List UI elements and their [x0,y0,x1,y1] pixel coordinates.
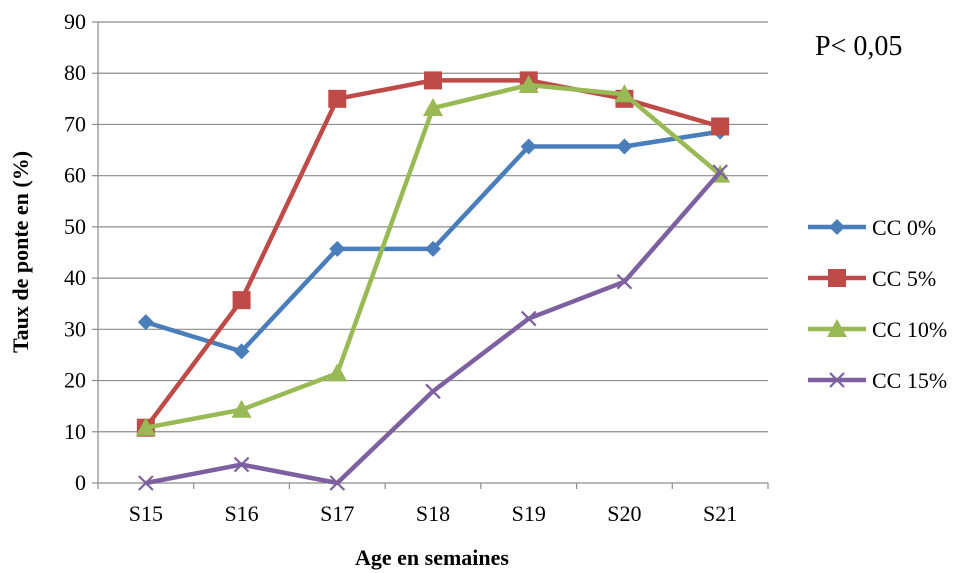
y-tick-label: 70 [64,111,86,136]
legend-item-cc-5pct: CC 5% [808,266,936,291]
x-tick-label: S15 [129,501,163,526]
axes [97,22,768,484]
data-point-cc-0pct [233,343,250,360]
legend-label: CC 0% [872,215,936,240]
y-tick-label: 50 [64,214,86,239]
legend-marker [827,319,847,337]
series-cc-15pct [138,164,728,491]
series-line-cc-15pct [145,170,722,486]
data-point-cc-15pct [712,164,728,180]
legend-item-cc-0pct: CC 0% [808,215,936,240]
significance-annotation: P< 0,05 [815,31,902,62]
data-point-cc-15pct [616,273,633,290]
data-point-cc-0pct [329,240,346,257]
legend-label: CC 15% [872,368,947,393]
x-tick-label: S17 [320,501,354,526]
data-point-cc-15pct [329,475,346,491]
data-point-cc-15pct [233,456,250,473]
x-tick-label: S16 [224,501,258,526]
x-tick-label: S18 [416,501,450,526]
legend-item-cc-10pct: CC 10% [808,317,947,342]
data-point-cc-10pct [423,98,443,117]
x-axis-ticks: S15 S16 S17 S18 S19 S20 S21 [97,483,769,526]
data-point-cc-10pct [614,84,635,103]
series-group [135,71,731,491]
y-tick-label: 0 [75,470,86,495]
legend-marker [828,269,846,287]
x-tick-label: S20 [607,501,641,526]
y-tick-label: 60 [64,163,86,188]
y-tick-label: 90 [64,9,86,34]
y-tick-label: 10 [64,419,86,444]
legend-label: CC 5% [872,266,936,291]
data-point-cc-15pct [425,383,441,400]
data-point-cc-0pct [425,240,441,257]
data-point-cc-0pct [137,314,154,331]
data-point-cc-5pct [711,117,730,136]
legend-label: CC 10% [872,317,947,342]
data-point-cc-10pct [327,363,348,382]
data-point-cc-5pct [232,291,251,310]
y-axis-label: Taux de ponte en (%) [8,151,33,353]
y-axis-ticks: 0 10 20 30 40 50 60 70 80 90 [64,9,98,495]
y-tick-label: 80 [64,60,86,85]
y-tick-label: 40 [64,265,86,290]
y-tick-label: 20 [64,368,86,393]
x-axis-label: Age en semaines [355,545,509,570]
legend: CC 0% CC 5% CC 10% CC 15% [808,215,947,393]
data-point-cc-0pct [616,138,633,155]
data-point-cc-10pct [518,75,539,94]
legend-item-cc-15pct: CC 15% [808,368,947,393]
gridlines [98,21,768,433]
legend-marker [829,219,845,235]
data-point-cc-5pct [424,71,442,90]
data-point-cc-0pct [520,138,537,155]
data-point-cc-15pct [520,310,537,327]
data-point-cc-15pct [138,475,154,491]
data-point-cc-10pct [135,417,156,436]
data-point-cc-5pct [328,89,347,108]
data-point-cc-10pct [231,399,252,418]
x-tick-label: S19 [512,501,546,526]
x-tick-label: S21 [703,501,737,526]
legend-marker [829,372,845,388]
y-tick-label: 30 [64,316,86,341]
